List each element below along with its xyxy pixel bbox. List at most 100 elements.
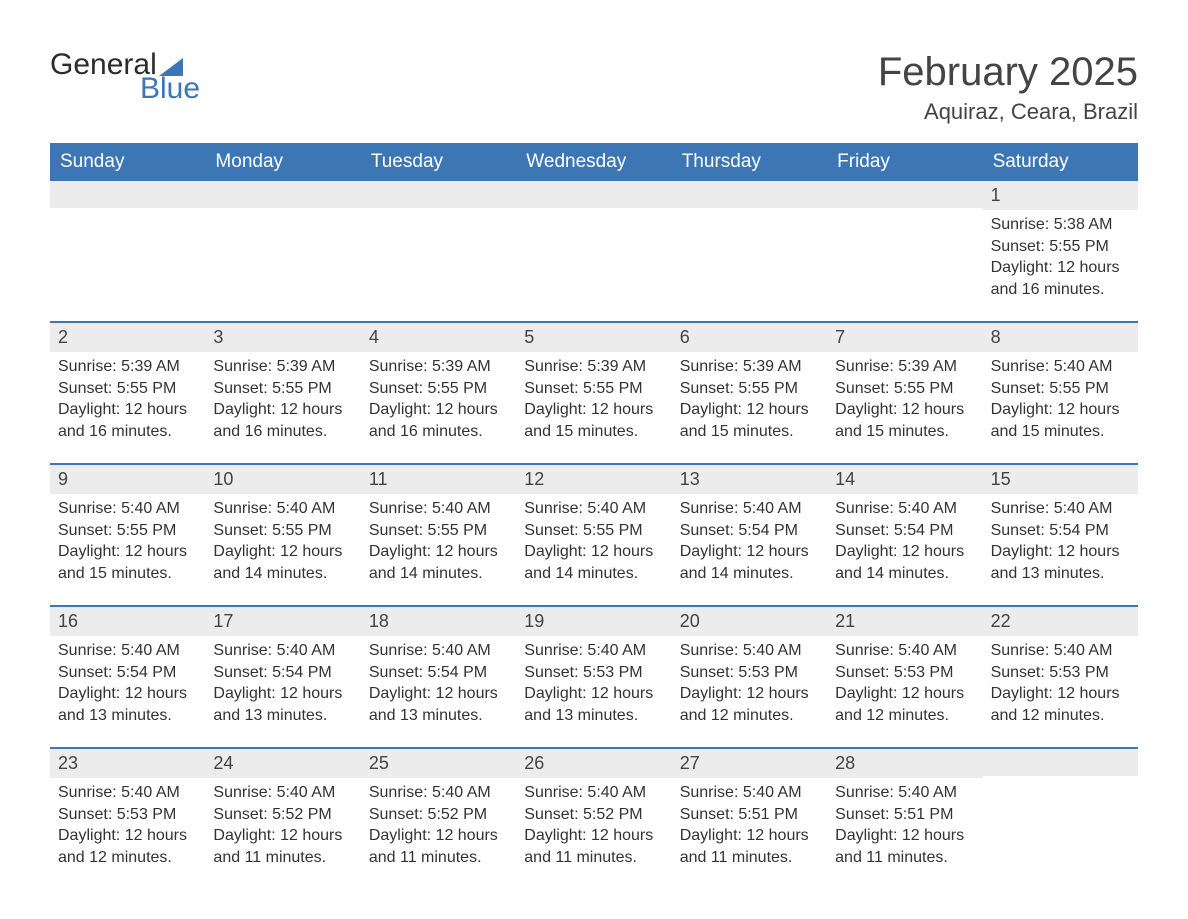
calendar-cell: 3Sunrise: 5:39 AMSunset: 5:55 PMDaylight…: [205, 323, 360, 463]
sunrise-text: Sunrise: 5:40 AM: [369, 782, 508, 804]
sunset-text: Sunset: 5:53 PM: [524, 662, 663, 684]
daylight-text-1: Daylight: 12 hours: [991, 541, 1130, 563]
cell-body: Sunrise: 5:40 AMSunset: 5:55 PMDaylight:…: [205, 494, 360, 592]
daylight-text-2: and 12 minutes.: [58, 847, 197, 869]
cell-body: Sunrise: 5:40 AMSunset: 5:55 PMDaylight:…: [50, 494, 205, 592]
daylight-text-1: Daylight: 12 hours: [991, 683, 1130, 705]
sunset-text: Sunset: 5:55 PM: [58, 520, 197, 542]
daylight-text-1: Daylight: 12 hours: [58, 399, 197, 421]
daylight-text-1: Daylight: 12 hours: [58, 825, 197, 847]
cell-body: [361, 208, 516, 220]
daylight-text-1: Daylight: 12 hours: [991, 257, 1130, 279]
calendar-week: 16Sunrise: 5:40 AMSunset: 5:54 PMDayligh…: [50, 605, 1138, 747]
daylight-text-2: and 15 minutes.: [991, 421, 1130, 443]
day-number: 9: [50, 465, 205, 494]
day-number: 7: [827, 323, 982, 352]
day-number: 11: [361, 465, 516, 494]
daylight-text-2: and 13 minutes.: [369, 705, 508, 727]
calendar-table: Sunday Monday Tuesday Wednesday Thursday…: [50, 143, 1138, 889]
cell-body: Sunrise: 5:40 AMSunset: 5:54 PMDaylight:…: [361, 636, 516, 734]
daylight-text-1: Daylight: 12 hours: [369, 683, 508, 705]
day-number: 5: [516, 323, 671, 352]
dow-sunday: Sunday: [50, 143, 205, 181]
daylight-text-1: Daylight: 12 hours: [524, 399, 663, 421]
sunset-text: Sunset: 5:51 PM: [835, 804, 974, 826]
sunrise-text: Sunrise: 5:40 AM: [213, 782, 352, 804]
daylight-text-1: Daylight: 12 hours: [680, 683, 819, 705]
cell-body: [50, 208, 205, 220]
calendar-cell: 23Sunrise: 5:40 AMSunset: 5:53 PMDayligh…: [50, 749, 205, 889]
daylight-text-2: and 12 minutes.: [835, 705, 974, 727]
cell-body: Sunrise: 5:40 AMSunset: 5:53 PMDaylight:…: [516, 636, 671, 734]
daylight-text-2: and 15 minutes.: [835, 421, 974, 443]
location-text: Aquiraz, Ceara, Brazil: [878, 99, 1138, 125]
title-block: February 2025 Aquiraz, Ceara, Brazil: [878, 50, 1138, 125]
sunset-text: Sunset: 5:54 PM: [680, 520, 819, 542]
sunrise-text: Sunrise: 5:40 AM: [835, 498, 974, 520]
sunset-text: Sunset: 5:52 PM: [524, 804, 663, 826]
cell-body: Sunrise: 5:40 AMSunset: 5:54 PMDaylight:…: [672, 494, 827, 592]
day-number: 27: [672, 749, 827, 778]
daylight-text-2: and 14 minutes.: [835, 563, 974, 585]
day-number: 19: [516, 607, 671, 636]
sunset-text: Sunset: 5:52 PM: [213, 804, 352, 826]
day-number: 12: [516, 465, 671, 494]
page-header: General Blue February 2025 Aquiraz, Cear…: [50, 50, 1138, 125]
sunset-text: Sunset: 5:54 PM: [369, 662, 508, 684]
cell-body: Sunrise: 5:39 AMSunset: 5:55 PMDaylight:…: [50, 352, 205, 450]
cell-body: Sunrise: 5:40 AMSunset: 5:52 PMDaylight:…: [361, 778, 516, 876]
day-number: [361, 181, 516, 208]
calendar-cell: 28Sunrise: 5:40 AMSunset: 5:51 PMDayligh…: [827, 749, 982, 889]
sunrise-text: Sunrise: 5:39 AM: [58, 356, 197, 378]
cell-body: [205, 208, 360, 220]
calendar-cell: [672, 181, 827, 321]
cell-body: Sunrise: 5:39 AMSunset: 5:55 PMDaylight:…: [205, 352, 360, 450]
sunset-text: Sunset: 5:53 PM: [58, 804, 197, 826]
sunrise-text: Sunrise: 5:40 AM: [835, 782, 974, 804]
daylight-text-2: and 16 minutes.: [991, 279, 1130, 301]
logo-word-2: Blue: [140, 74, 200, 104]
sunset-text: Sunset: 5:54 PM: [58, 662, 197, 684]
dow-thursday: Thursday: [672, 143, 827, 181]
day-number: 28: [827, 749, 982, 778]
calendar-cell: [361, 181, 516, 321]
sunrise-text: Sunrise: 5:40 AM: [991, 498, 1130, 520]
daylight-text-1: Daylight: 12 hours: [524, 683, 663, 705]
calendar-cell: 16Sunrise: 5:40 AMSunset: 5:54 PMDayligh…: [50, 607, 205, 747]
calendar-cell: [516, 181, 671, 321]
daylight-text-1: Daylight: 12 hours: [991, 399, 1130, 421]
daylight-text-1: Daylight: 12 hours: [680, 825, 819, 847]
daylight-text-1: Daylight: 12 hours: [369, 541, 508, 563]
day-number: 1: [983, 181, 1138, 210]
calendar-week: 23Sunrise: 5:40 AMSunset: 5:53 PMDayligh…: [50, 747, 1138, 889]
sunset-text: Sunset: 5:55 PM: [524, 378, 663, 400]
cell-body: Sunrise: 5:40 AMSunset: 5:54 PMDaylight:…: [205, 636, 360, 734]
daylight-text-1: Daylight: 12 hours: [524, 541, 663, 563]
days-of-week-header: Sunday Monday Tuesday Wednesday Thursday…: [50, 143, 1138, 181]
weeks-container: 1Sunrise: 5:38 AMSunset: 5:55 PMDaylight…: [50, 181, 1138, 889]
sunrise-text: Sunrise: 5:39 AM: [680, 356, 819, 378]
cell-body: Sunrise: 5:40 AMSunset: 5:53 PMDaylight:…: [50, 778, 205, 876]
sunset-text: Sunset: 5:55 PM: [991, 236, 1130, 258]
cell-body: Sunrise: 5:39 AMSunset: 5:55 PMDaylight:…: [827, 352, 982, 450]
daylight-text-1: Daylight: 12 hours: [680, 541, 819, 563]
daylight-text-2: and 16 minutes.: [213, 421, 352, 443]
calendar-page: General Blue February 2025 Aquiraz, Cear…: [0, 0, 1188, 919]
day-number: [827, 181, 982, 208]
sunrise-text: Sunrise: 5:40 AM: [680, 498, 819, 520]
calendar-cell: 8Sunrise: 5:40 AMSunset: 5:55 PMDaylight…: [983, 323, 1138, 463]
calendar-cell: 9Sunrise: 5:40 AMSunset: 5:55 PMDaylight…: [50, 465, 205, 605]
calendar-cell: 20Sunrise: 5:40 AMSunset: 5:53 PMDayligh…: [672, 607, 827, 747]
calendar-cell: 5Sunrise: 5:39 AMSunset: 5:55 PMDaylight…: [516, 323, 671, 463]
day-number: 17: [205, 607, 360, 636]
calendar-week: 2Sunrise: 5:39 AMSunset: 5:55 PMDaylight…: [50, 321, 1138, 463]
sunrise-text: Sunrise: 5:40 AM: [524, 640, 663, 662]
day-number: 21: [827, 607, 982, 636]
day-number: 25: [361, 749, 516, 778]
day-number: 2: [50, 323, 205, 352]
dow-monday: Monday: [205, 143, 360, 181]
calendar-cell: [205, 181, 360, 321]
daylight-text-2: and 11 minutes.: [369, 847, 508, 869]
calendar-cell: 19Sunrise: 5:40 AMSunset: 5:53 PMDayligh…: [516, 607, 671, 747]
daylight-text-1: Daylight: 12 hours: [213, 825, 352, 847]
